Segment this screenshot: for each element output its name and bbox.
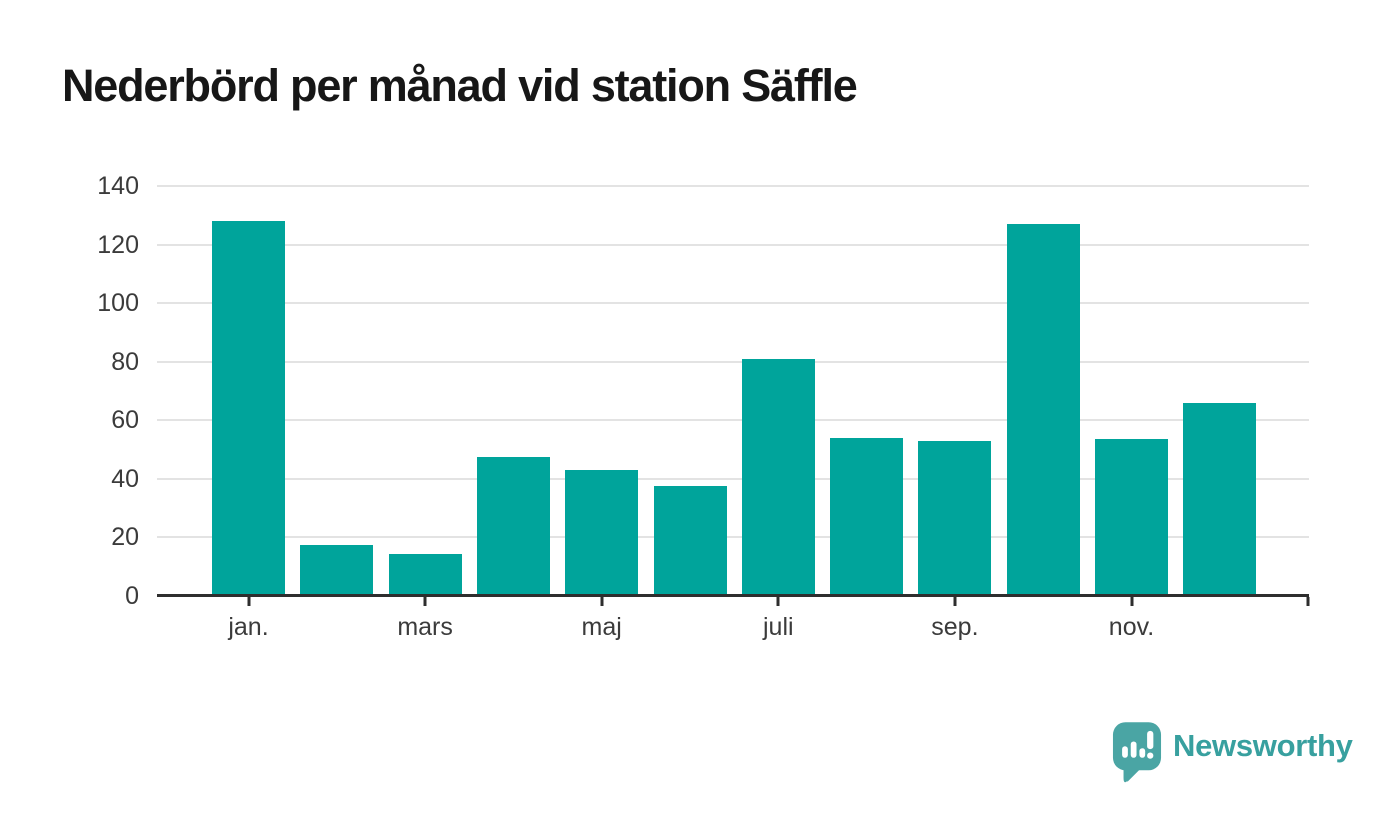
bar-mars — [388, 553, 462, 596]
x-axis-end-tick — [1306, 597, 1310, 606]
y-axis-label-60: 60 — [111, 406, 139, 435]
x-tick-maj — [600, 597, 604, 606]
bar-maj — [565, 470, 639, 596]
x-tick-nov — [1130, 597, 1133, 606]
y-axis-label-40: 40 — [111, 464, 139, 493]
x-tick-sep — [953, 597, 957, 606]
plot-area: 0 20 40 60 80 100 120 140 jan. mars maj juli sep. nov… — [97, 172, 1310, 641]
newsworthy-bubble-chart-icon — [1112, 722, 1162, 783]
y-axis-label-0: 0 — [125, 582, 139, 610]
x-tick-mars — [423, 597, 427, 606]
x-axis-label-mars: mars — [397, 613, 453, 641]
gridline-y-60 — [157, 419, 1309, 422]
y-axis-label-120: 120 — [97, 230, 139, 259]
bar-okt — [1006, 224, 1080, 596]
y-axis-label-140: 140 — [97, 172, 139, 200]
gridline-y-40 — [157, 477, 1309, 480]
x-axis-label-maj: maj — [581, 613, 622, 641]
gridline-y-140 — [157, 185, 1309, 187]
bar-juli — [741, 358, 815, 596]
bar-jan — [212, 221, 285, 596]
bar-juni — [653, 486, 727, 596]
gridline-y-100 — [157, 302, 1309, 305]
x-axis-label-jan: jan. — [228, 613, 269, 641]
y-axis-label-100: 100 — [97, 289, 139, 318]
x-axis-label-nov: nov. — [1108, 613, 1155, 641]
chart-title: Nederbörd per månad vid station Säffle — [62, 60, 858, 111]
bar-aug — [830, 437, 904, 596]
x-tick-jan — [247, 597, 250, 606]
x-axis-label-sep: sep. — [931, 613, 979, 641]
gridline-y-80 — [157, 360, 1309, 363]
newsworthy-logo: Newsworthy — [1112, 721, 1353, 785]
bar-dec — [1183, 402, 1257, 596]
bar-apr — [476, 456, 550, 596]
x-axis-label-juli: juli — [763, 613, 794, 641]
newsworthy-wordmark: Newsworthy — [1173, 728, 1353, 763]
x-tick-juli — [776, 597, 780, 606]
y-axis-label-20: 20 — [111, 523, 139, 552]
bar-sep — [918, 440, 992, 596]
gridline-y-20 — [157, 536, 1309, 539]
y-axis-label-80: 80 — [111, 347, 139, 376]
x-axis-line — [157, 594, 1309, 597]
bar-feb — [300, 544, 374, 596]
gridline-y-120 — [157, 243, 1309, 246]
bar-nov — [1095, 439, 1168, 596]
